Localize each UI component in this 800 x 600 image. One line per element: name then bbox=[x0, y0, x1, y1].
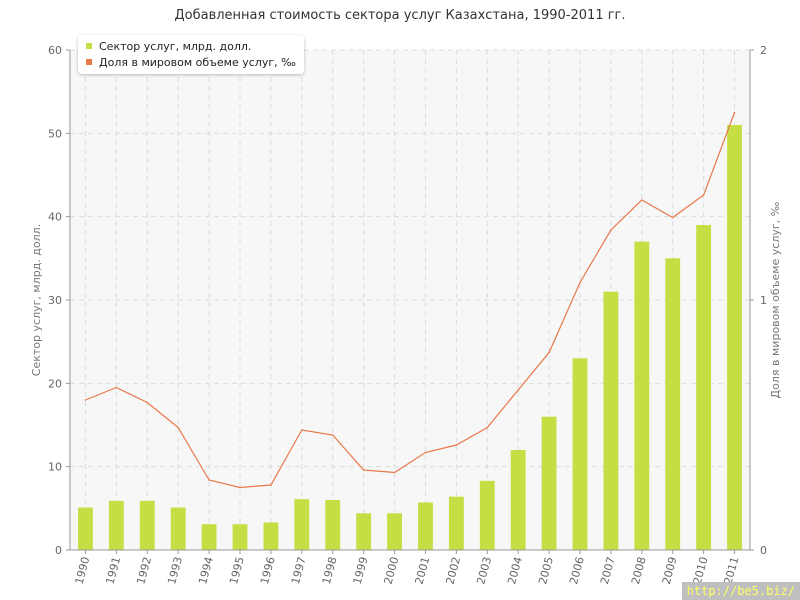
tick-label-x: 1997 bbox=[289, 555, 309, 585]
line-point bbox=[641, 199, 643, 201]
bar bbox=[294, 499, 310, 550]
line-point bbox=[486, 426, 489, 429]
bar bbox=[232, 524, 248, 550]
bar bbox=[387, 513, 402, 550]
bar bbox=[418, 502, 433, 550]
line-point bbox=[115, 386, 118, 389]
tick-label-x: 1995 bbox=[227, 555, 247, 585]
tick-label-x: 2000 bbox=[382, 555, 402, 585]
legend-swatch-services bbox=[86, 43, 92, 49]
line-point bbox=[177, 426, 179, 429]
tick-label-x: 1996 bbox=[258, 555, 278, 585]
line-point bbox=[424, 451, 427, 454]
series-line-share bbox=[85, 112, 736, 489]
axis-title-right: Доля в мировом объеме услуг, ‰ bbox=[769, 201, 782, 398]
watermark-link[interactable]: http://be5.biz/ bbox=[681, 582, 800, 600]
bar bbox=[665, 258, 681, 550]
line-point bbox=[84, 399, 87, 401]
tick-label-x: 2009 bbox=[660, 555, 680, 585]
tick-label-x: 2004 bbox=[505, 555, 525, 585]
bar bbox=[541, 416, 557, 550]
legend-item-services[interactable]: Сектор услуг, млрд. долл. bbox=[86, 38, 296, 54]
line-point bbox=[362, 469, 365, 471]
tick-label-left: 60 bbox=[48, 44, 62, 57]
line-point bbox=[579, 281, 581, 284]
line-point bbox=[455, 444, 458, 446]
tick-label-x: 1991 bbox=[103, 555, 123, 585]
tick-label-x: 2003 bbox=[474, 555, 494, 585]
bars-layer bbox=[78, 125, 742, 550]
line-point bbox=[270, 484, 272, 486]
chart-title: Добавленная стоимость сектора услуг Каза… bbox=[174, 8, 626, 23]
bar bbox=[510, 450, 526, 550]
line-point bbox=[208, 479, 210, 481]
line-point bbox=[517, 389, 519, 391]
bar bbox=[727, 125, 742, 550]
bar bbox=[78, 507, 93, 550]
legend: Сектор услуг, млрд. долл. Доля в мировом… bbox=[78, 35, 304, 74]
bar bbox=[263, 522, 279, 550]
bar bbox=[479, 480, 495, 550]
bar bbox=[201, 524, 217, 550]
line-point bbox=[239, 486, 241, 489]
tick-label-x: 2006 bbox=[567, 555, 587, 585]
tick-label-x: 1992 bbox=[134, 555, 154, 585]
tick-label-x: 1994 bbox=[196, 555, 216, 585]
line-point bbox=[702, 194, 705, 196]
tick-label-right: 2 bbox=[760, 44, 767, 57]
bar bbox=[603, 291, 619, 550]
bar bbox=[108, 500, 124, 550]
tick-label-x: 2001 bbox=[413, 555, 433, 585]
tick-label-x: 1998 bbox=[320, 555, 340, 585]
tick-label-x: 2007 bbox=[598, 555, 618, 585]
bar bbox=[356, 513, 372, 550]
line-point bbox=[610, 229, 612, 231]
legend-label-services: Сектор услуг, млрд. долл. bbox=[99, 39, 252, 53]
tick-label-x: 2005 bbox=[536, 555, 556, 585]
tick-label-left: 40 bbox=[48, 211, 62, 224]
tick-label-left: 30 bbox=[48, 294, 62, 307]
legend-swatch-share bbox=[86, 59, 92, 65]
tick-label-right: 1 bbox=[760, 294, 767, 307]
bar bbox=[139, 500, 155, 550]
tick-label-left: 20 bbox=[48, 377, 62, 390]
legend-label-share: Доля в мировом объеме услуг, ‰ bbox=[99, 55, 296, 69]
bar bbox=[325, 500, 341, 550]
line-point bbox=[393, 471, 396, 474]
legend-item-share[interactable]: Доля в мировом объеме услуг, ‰ bbox=[86, 54, 296, 70]
line-point bbox=[671, 216, 674, 219]
tick-label-x: 1993 bbox=[165, 555, 185, 585]
bar bbox=[696, 225, 712, 550]
bar bbox=[170, 507, 186, 550]
tick-label-x: 2008 bbox=[629, 555, 649, 585]
tick-label-x: 1999 bbox=[351, 555, 371, 585]
line-point bbox=[331, 434, 334, 436]
tick-label-left: 50 bbox=[48, 127, 62, 140]
axis-title-left: Сектор услуг, млрд. долл. bbox=[30, 224, 43, 376]
tick-label-left: 0 bbox=[55, 544, 62, 557]
tick-label-x: 1990 bbox=[73, 555, 93, 585]
tick-label-x: 2002 bbox=[443, 555, 463, 585]
line-point bbox=[301, 429, 303, 431]
bar bbox=[572, 358, 588, 550]
bar bbox=[634, 241, 650, 550]
line-layer bbox=[84, 111, 736, 489]
line-point bbox=[548, 351, 550, 354]
tick-label-right: 0 bbox=[760, 544, 767, 557]
line-point bbox=[733, 111, 736, 114]
tick-label-left: 10 bbox=[48, 461, 62, 474]
bar bbox=[448, 496, 464, 550]
line-point bbox=[146, 401, 149, 404]
axes-layer bbox=[66, 49, 754, 554]
